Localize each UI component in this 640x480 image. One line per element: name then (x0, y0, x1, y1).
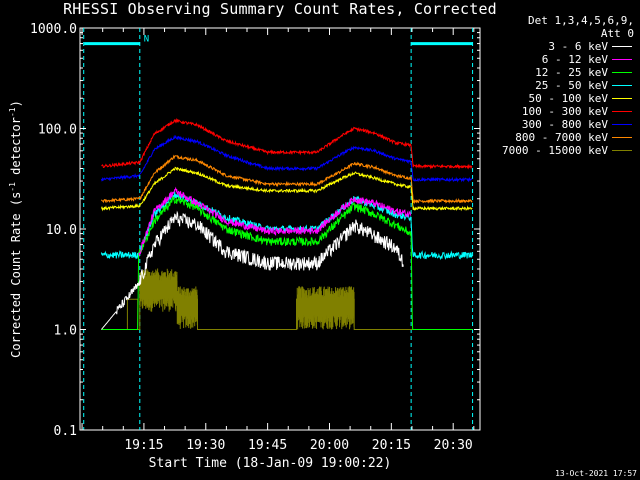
legend-entry: 25 - 50 keV (484, 79, 634, 92)
y-tick-label: 1000.0 (30, 22, 77, 37)
series-line (101, 117, 473, 170)
legend-label: 6 - 12 keV (541, 53, 608, 66)
legend-entry: 6 - 12 keV (484, 53, 634, 66)
series-line (101, 210, 404, 330)
legend-entry: 12 - 25 keV (484, 66, 634, 79)
x-tick-label: 19:15 (124, 438, 163, 453)
legend-label: 300 - 800 keV (521, 118, 608, 131)
series-line (101, 195, 473, 330)
legend-swatch (612, 124, 632, 125)
x-tick-label: 20:15 (372, 438, 411, 453)
legend-entry: 7000 - 15000 keV (484, 144, 634, 157)
legend-rows: 3 - 6 keV 6 - 12 keV 12 - 25 keV 25 - 50 ke… (484, 40, 634, 157)
legend-label: 50 - 100 keV (528, 92, 608, 105)
series-line (100, 154, 473, 205)
legend-entry: 300 - 800 keV (484, 118, 634, 131)
legend-header-attenuator: Att 0 (600, 27, 634, 40)
y-axis-label: Corrected Count Rate (s-1 detector-1) (8, 100, 23, 358)
legend-header-detectors: Det 1,3,4,5,6,9, (528, 14, 634, 27)
legend-entry: 100 - 300 keV (484, 105, 634, 118)
y-tick-label: 100.0 (38, 123, 77, 138)
legend-swatch (612, 98, 632, 99)
x-tick-label: 19:30 (186, 438, 225, 453)
legend-swatch (612, 111, 632, 112)
legend-swatch (612, 137, 632, 138)
series-line (138, 186, 412, 256)
x-axis-label: Start Time (18-Jan-09 19:00:22) (149, 456, 392, 471)
series-layer: N (83, 28, 474, 430)
legend-swatch (612, 150, 632, 151)
legend-label: 100 - 300 keV (521, 105, 608, 118)
y-tick-label: 10.0 (46, 223, 77, 238)
legend-label: 800 - 7000 keV (515, 131, 608, 144)
legend-label: 25 - 50 keV (535, 79, 608, 92)
legend-label: 3 - 6 keV (548, 40, 608, 53)
legend-entry: 800 - 7000 keV (484, 131, 634, 144)
y-tick-label: 1.0 (54, 324, 77, 339)
y-tick-label: 0.1 (54, 424, 77, 439)
legend-entry: 3 - 6 keV (484, 40, 634, 53)
legend-swatch (612, 72, 632, 73)
legend-label: 12 - 25 keV (535, 66, 608, 79)
chart-title: RHESSI Observing Summary Count Rates, Co… (63, 0, 497, 18)
x-tick-label: 20:30 (434, 438, 473, 453)
legend: Det 1,3,4,5,6,9, Att 0 3 - 6 keV 6 - 12 k… (484, 14, 634, 157)
footer-timestamp: 13-Oct-2021 17:57 (555, 469, 637, 478)
series-line (100, 134, 473, 183)
night-flag-label: N (144, 35, 149, 45)
series-line (100, 166, 473, 212)
x-tick-label: 19:45 (248, 438, 287, 453)
x-tick-label: 20:00 (310, 438, 349, 453)
axis-layer: 0.1 1.0 10.0 100.0 1000.0 19:15 19:30 19:45 20:0… (8, 22, 480, 471)
legend-swatch (612, 85, 632, 86)
legend-swatch (612, 59, 632, 60)
legend-swatch (612, 46, 632, 47)
legend-entry: 50 - 100 keV (484, 92, 634, 105)
legend-label: 7000 - 15000 keV (502, 144, 608, 157)
